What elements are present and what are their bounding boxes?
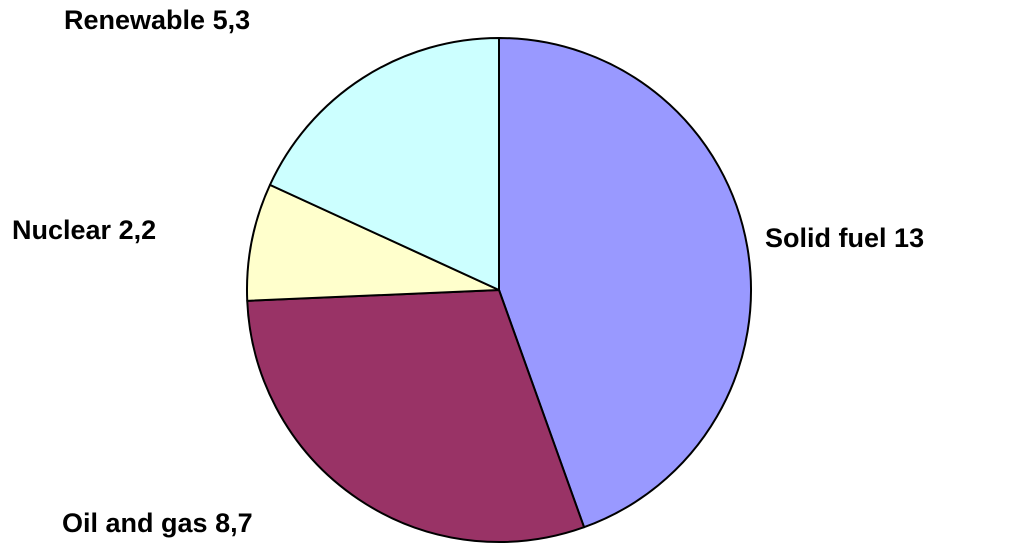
slice-value-label: 8,7 xyxy=(215,508,253,538)
slice-label: Solid fuel 13 xyxy=(765,223,924,253)
slice-category: Oil and gas xyxy=(62,508,208,538)
slice-category: Nuclear xyxy=(12,215,112,245)
pie-slice xyxy=(498,37,752,529)
pie-slice xyxy=(246,289,586,543)
slice-label: Nuclear 2,2 xyxy=(12,215,156,245)
slice-category: Solid fuel xyxy=(765,223,887,253)
slice-category: Renewable xyxy=(64,5,205,35)
pie-slice xyxy=(246,183,500,302)
slice-label: Oil and gas 8,7 xyxy=(62,508,253,538)
slice-value-label: 5,3 xyxy=(213,5,251,35)
pie-slice xyxy=(268,37,500,291)
slice-value-label: 2,2 xyxy=(119,215,157,245)
slice-label: Renewable 5,3 xyxy=(64,5,250,35)
slice-value-label: 13 xyxy=(894,223,924,253)
